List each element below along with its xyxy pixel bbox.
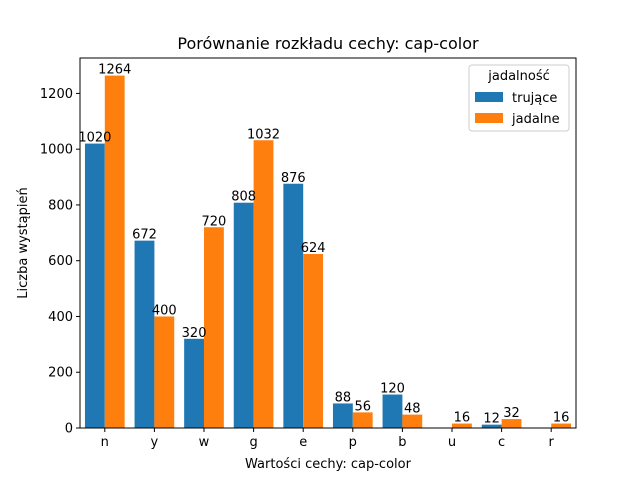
chart-title: Porównanie rozkładu cechy: cap-color — [177, 34, 479, 53]
bar-g-jadalne — [253, 140, 274, 428]
data-label-r-jadalne: 16 — [553, 411, 570, 426]
data-label-y-jadalne: 400 — [152, 303, 177, 318]
data-label-n-jadalne: 1264 — [98, 63, 131, 78]
y-tick-label: 800 — [48, 198, 73, 213]
legend: jadalność trujące jadalne — [468, 64, 570, 132]
bar-w-trujace — [184, 338, 204, 428]
data-label-y-trujace: 672 — [132, 228, 157, 243]
plot-frame — [79, 57, 577, 429]
x-tick-label: e — [299, 435, 307, 450]
x-tick-label: p — [349, 435, 357, 450]
data-label-p-jadalne: 56 — [354, 399, 371, 414]
y-tick-label: 1200 — [40, 87, 73, 102]
data-label-w-jadalne: 720 — [202, 214, 227, 229]
data-label-c-trujace: 12 — [483, 412, 500, 427]
bar-p-jadalne — [352, 412, 373, 428]
x-tick-label: r — [549, 435, 555, 450]
bar-u-jadalne — [452, 423, 472, 428]
data-label-p-trujace: 88 — [335, 390, 352, 405]
x-tick-label: w — [199, 435, 210, 450]
y-axis-label: Liczba wystąpień — [16, 187, 31, 298]
bar-e-jadalne — [303, 254, 324, 428]
legend-swatch-jadalne — [475, 113, 503, 123]
bars-layer — [84, 75, 572, 428]
y-tick-label: 1000 — [40, 143, 73, 158]
bar-r-jadalne — [551, 423, 572, 428]
bar-b-trujace — [382, 394, 403, 428]
x-tick-label: b — [398, 435, 406, 450]
data-label-c-jadalne: 32 — [503, 406, 520, 421]
data-label-b-trujace: 120 — [380, 382, 405, 397]
bar-c-trujace — [481, 424, 502, 428]
legend-label-trujace: trujące — [512, 91, 557, 106]
data-label-b-jadalne: 48 — [404, 402, 421, 417]
bar-y-trujace — [134, 240, 155, 428]
y-axis-ticks: 0 200 400 600 800 1000 1200 — [40, 87, 80, 437]
bar-b-jadalne — [402, 414, 423, 428]
x-tick-label: u — [448, 435, 456, 450]
y-tick-label: 600 — [48, 254, 73, 269]
data-label-g-trujace: 808 — [231, 190, 256, 205]
x-axis-label: Wartości cechy: cap-color — [245, 457, 412, 472]
bar-n-trujace — [84, 143, 105, 428]
data-label-w-trujace: 320 — [182, 326, 207, 341]
x-tick-label: g — [249, 435, 257, 450]
legend-label-jadalne: jadalne — [511, 112, 560, 127]
x-tick-label: y — [151, 435, 159, 450]
bar-e-trujace — [283, 183, 304, 428]
x-tick-label: n — [101, 435, 109, 450]
data-label-e-trujace: 876 — [281, 171, 306, 186]
legend-title: jadalność — [487, 69, 550, 84]
data-label-g-jadalne: 1032 — [247, 127, 280, 142]
bar-w-jadalne — [204, 227, 224, 428]
data-label-e-jadalne: 624 — [301, 241, 326, 256]
bar-g-trujace — [233, 202, 254, 428]
bar-y-jadalne — [154, 316, 175, 428]
bar-p-trujace — [332, 403, 353, 428]
y-tick-label: 200 — [48, 366, 73, 381]
x-tick-label: c — [498, 435, 505, 450]
bar-n-jadalne — [104, 75, 125, 428]
data-label-n-trujace: 1020 — [78, 131, 111, 146]
y-tick-label: 0 — [65, 422, 73, 437]
bar-c-jadalne — [501, 419, 522, 428]
data-label-u-jadalne: 16 — [454, 411, 471, 426]
legend-swatch-trujace — [475, 92, 503, 102]
y-tick-label: 400 — [48, 310, 73, 325]
